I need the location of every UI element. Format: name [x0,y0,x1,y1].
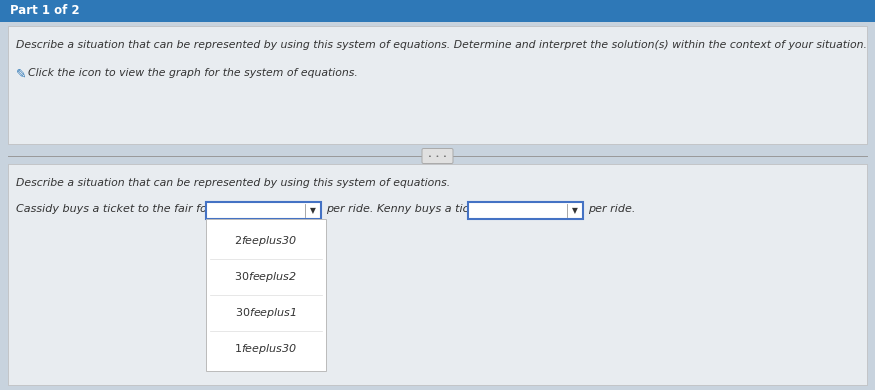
FancyBboxPatch shape [8,26,867,144]
FancyBboxPatch shape [206,219,326,371]
FancyBboxPatch shape [468,202,583,219]
FancyBboxPatch shape [422,149,453,163]
Text: $30 fee plus $2: $30 fee plus $2 [234,270,298,284]
FancyBboxPatch shape [0,0,875,22]
Text: per ride.: per ride. [588,204,635,214]
Text: Describe a situation that can be represented by using this system of equations. : Describe a situation that can be represe… [16,40,867,50]
FancyBboxPatch shape [8,164,867,385]
Text: • • •: • • • [428,154,447,158]
Text: $1 fee plus $30: $1 fee plus $30 [234,342,298,356]
Text: Part 1 of 2: Part 1 of 2 [10,5,80,18]
Text: per ride. Kenny buys a ticket to the fair for a: per ride. Kenny buys a ticket to the fai… [326,204,574,214]
FancyBboxPatch shape [206,202,321,219]
Text: ✎: ✎ [16,68,26,81]
Text: ▼: ▼ [572,206,578,215]
Text: $30 fee plus $1: $30 fee plus $1 [234,306,298,320]
Text: Describe a situation that can be represented by using this system of equations.: Describe a situation that can be represe… [16,178,451,188]
Text: $2 fee plus $30: $2 fee plus $30 [234,234,298,248]
Text: Click the icon to view the graph for the system of equations.: Click the icon to view the graph for the… [28,68,358,78]
Text: Cassidy buys a ticket to the fair for a: Cassidy buys a ticket to the fair for a [16,204,221,214]
Text: ▼: ▼ [310,206,316,215]
